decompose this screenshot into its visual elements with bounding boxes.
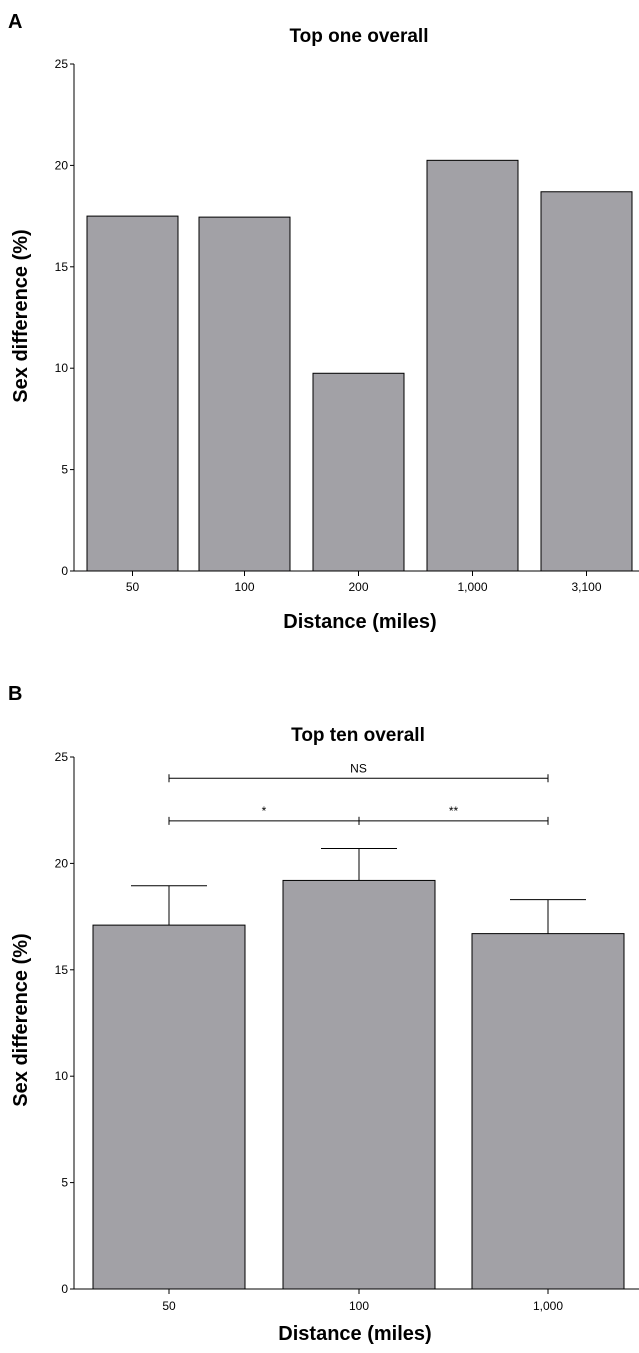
panel-b-y-tick-label: 25 (55, 750, 69, 764)
panel-b-y-tick-label: 5 (61, 1176, 68, 1190)
panel-a-bar (426, 159, 519, 572)
panel-a-bar (540, 191, 633, 572)
panel-a-bar (198, 216, 291, 572)
panel-b-x-tick-label: 100 (349, 1299, 369, 1313)
panel-a-y-tick-label: 20 (55, 158, 69, 172)
panel-a-y-tick-label: 25 (55, 57, 69, 71)
panel-a-x-tick-label: 200 (348, 580, 368, 594)
panel-b-bar (282, 879, 436, 1290)
panel-a-y-tick-label: 15 (55, 260, 69, 274)
panel-b-sig-label: * (262, 804, 267, 818)
panel-b-y-tick-label: 10 (55, 1069, 69, 1083)
panel-b-y-tick-label: 20 (55, 856, 69, 870)
panel-a-y-tick-label: 0 (61, 564, 68, 578)
panel-a-x-tick-label: 3,100 (571, 580, 601, 594)
panel-a-letter: A (8, 11, 22, 33)
panel-b-xlabel: Distance (miles) (278, 1323, 431, 1345)
panel-b-bar (471, 933, 625, 1290)
panel-a-x-tick-label: 50 (126, 580, 140, 594)
panel-b-y-tick-label: 0 (61, 1282, 68, 1296)
panel-b-ylabel: Sex difference (%) (10, 933, 32, 1106)
panel-a-bar (312, 372, 405, 572)
panel-a-x-tick-label: 100 (234, 580, 254, 594)
panel-a-y-tick-label: 10 (55, 361, 69, 375)
panel-a-y-tick-label: 5 (61, 463, 68, 477)
panel-b-title: Top ten overall (291, 725, 425, 746)
panel-b-x-tick-label: 50 (162, 1299, 176, 1313)
panel-a-title: Top one overall (289, 26, 428, 47)
panel-a-x-tick-label: 1,000 (457, 580, 487, 594)
panel-b-y-tick-label: 15 (55, 963, 69, 977)
panel-a-xlabel: Distance (miles) (283, 611, 436, 633)
panel-b-x-tick-label: 1,000 (533, 1299, 563, 1313)
panel-a-ylabel: Sex difference (%) (10, 229, 32, 402)
panel-b-bar (92, 924, 246, 1290)
panel-a-chart: A Top one overall Sex difference (%) Dis… (8, 11, 639, 633)
panel-b-letter: B (8, 683, 22, 705)
panel-b-sig-label: ** (449, 804, 459, 818)
panel-a-bar (86, 215, 179, 572)
panel-b-chart: B Top ten overall Sex difference (%) Dis… (8, 683, 639, 1345)
panel-a-marks: 0 5 10 15 20 25 50 100 200 1,000 3,100 (55, 57, 639, 594)
panel-b-sig-label: NS (350, 761, 367, 775)
